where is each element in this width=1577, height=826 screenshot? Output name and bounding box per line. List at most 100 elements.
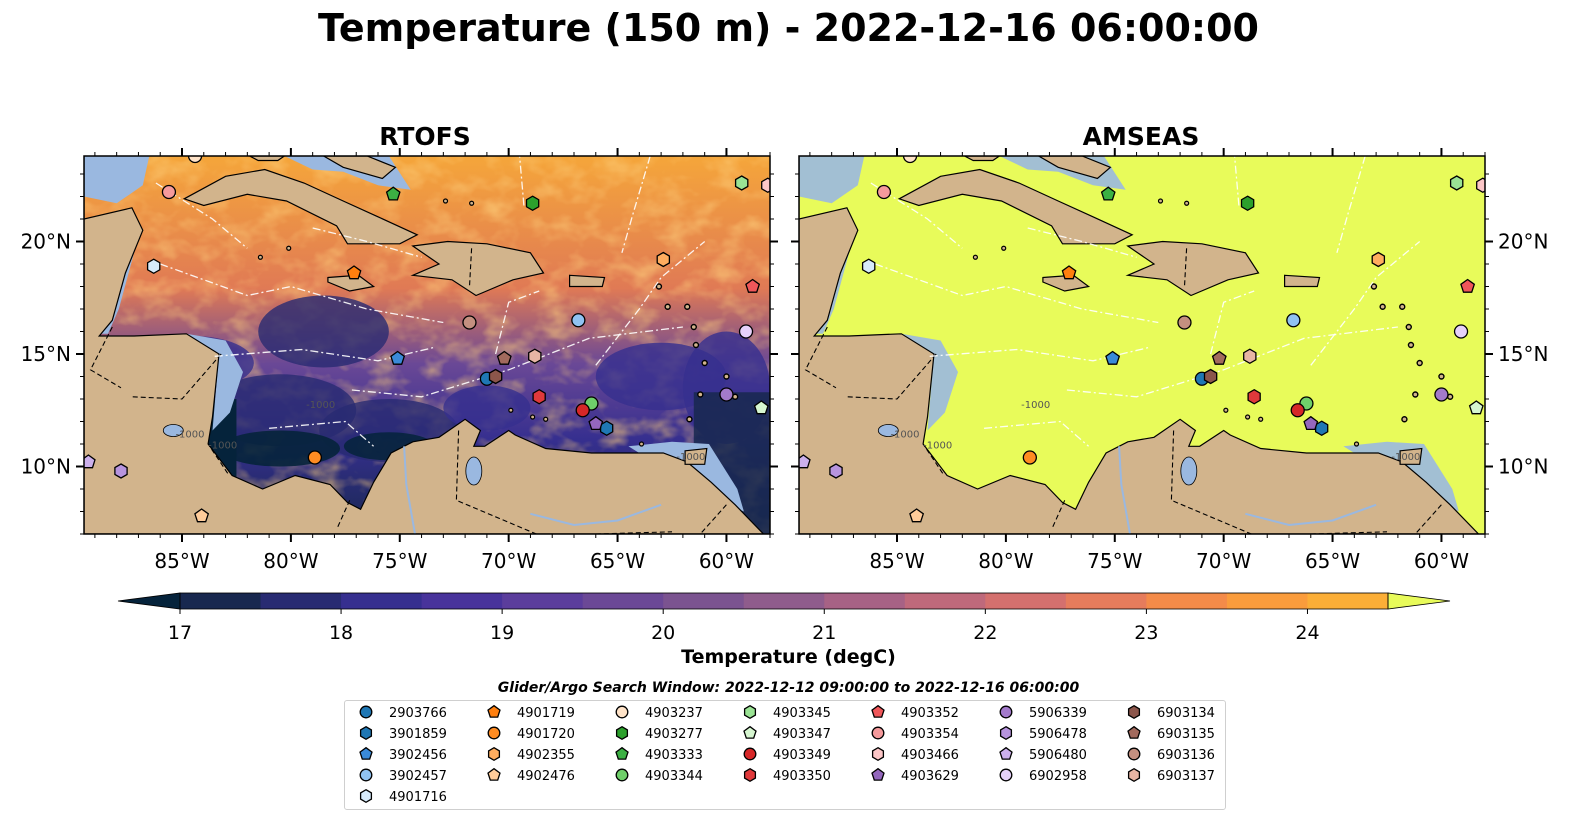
float-6902958 [738,324,754,339]
island [1157,198,1164,204]
legend-label-2903766: 2903766 [389,706,447,721]
float-6902958 [1453,324,1469,339]
legend-marker-4903277 [615,725,629,741]
x-tick-label: 65°W [590,549,645,573]
island [684,303,691,310]
island [286,245,292,251]
float-4903354 [161,184,177,200]
float-4903466 [761,177,770,194]
eez-boundary [595,240,706,366]
colorbar-bin [341,593,423,609]
country-border [131,353,222,400]
legend-label-6903136: 6903136 [1157,748,1215,763]
float-4902476 [194,508,210,523]
float-3902456 [1105,350,1121,365]
land-trinidad [1399,447,1423,465]
land-puertorico [568,274,606,288]
country-border [1183,248,1188,287]
legend-marker-5906339 [999,705,1013,719]
legend-label-4903350: 4903350 [773,769,831,784]
colorbar-bin [985,593,1067,609]
colorbar-bin [1226,593,1309,609]
amseas-map: -1000 -1000 -1000 -1000 85°W 80°W 75°W 70°W 65°W… [791,148,1548,573]
colorbar-bin [180,593,262,609]
island [543,416,549,422]
float-4903333 [1100,186,1116,201]
legend-marker-4901716 [359,788,373,804]
legend-label-5906478: 5906478 [1029,727,1087,742]
island [1370,283,1378,290]
river [403,446,416,534]
legend-title: Glider/Argo Search Window: 2022-12-12 09… [497,680,1080,696]
float-3902457 [1286,313,1301,328]
legend-marker-6903137 [1127,767,1141,783]
island [508,407,514,413]
float-6903137 [1243,348,1257,365]
eez-boundary [351,326,683,398]
legend-marker-6903135 [1127,725,1141,739]
panel-title-amseas: AMSEAS [1082,122,1200,151]
island [442,198,449,204]
eez-boundary [874,263,1159,324]
float-4903466 [1476,177,1485,194]
float-3902457 [571,313,586,328]
contour-label: -1000 [175,429,204,440]
float-4903629 [1303,415,1319,431]
colorbar-bin [421,593,503,609]
island [1245,414,1251,420]
country-border [846,353,937,400]
colorbar-bin [1146,593,1228,609]
figure-title: Temperature (150 m) - 2022-12-16 06:00:0… [317,6,1259,50]
eez-boundary [494,290,540,355]
country-border [455,430,538,534]
island [972,254,979,260]
land-puertorico [1283,274,1321,288]
colorbar-tick-label: 24 [1295,622,1319,644]
legend-label-6903137: 6903137 [1157,769,1215,784]
lake-nicaragua [162,424,184,437]
legend-marker-4901719 [487,704,501,718]
y-tick-label: 15°N [1498,342,1548,366]
legend-label-3902456: 3902456 [389,748,447,763]
legend-marker-4903350 [743,767,757,783]
float-4903347 [1468,400,1484,415]
island [655,283,663,290]
island [1405,323,1412,331]
float-4903349 [575,403,590,418]
eez-boundary [1027,227,1137,258]
contour-label: -1000 [1391,452,1420,463]
float-5906339 [719,387,734,402]
land-central [799,156,1480,534]
island [257,254,263,260]
legend-label-4901720: 4901720 [517,727,575,742]
colorbar-label: Temperature (degC) [681,646,896,668]
legend-marker-4903237 [615,705,629,719]
country-border [336,500,351,530]
lake-maracaibo [465,456,483,486]
island [1001,245,1007,251]
float-5906339 [1434,387,1449,402]
rtofs-map: -1000 -1000 -1000 -1000 85°W 80°W 75°W 70°W 65°W… [21,148,778,573]
legend-label-6903134: 6903134 [1157,706,1215,721]
land-cuba [182,168,419,245]
legend-marker-4901720 [487,726,501,740]
country-border [207,443,229,474]
legend-marker-4903352 [871,704,885,718]
float-4903345 [1449,175,1464,191]
colorbar-tick-label: 17 [168,622,192,644]
island [1258,416,1264,422]
land-bahamas [1037,156,1112,180]
country-border [922,443,944,474]
float-5906480 [84,454,96,469]
map-frame [83,155,771,535]
cold-core [220,430,340,467]
island [701,359,708,367]
legend-label-5906480: 5906480 [1029,748,1087,763]
float-4903237 [187,156,203,164]
land-hispaniola [1125,240,1260,297]
lake-maracaibo [1180,456,1198,486]
legend-label-5906339: 5906339 [1029,706,1087,721]
eez-boundary [269,420,375,447]
float-4903349 [1290,403,1305,418]
map-frame [798,155,1486,535]
